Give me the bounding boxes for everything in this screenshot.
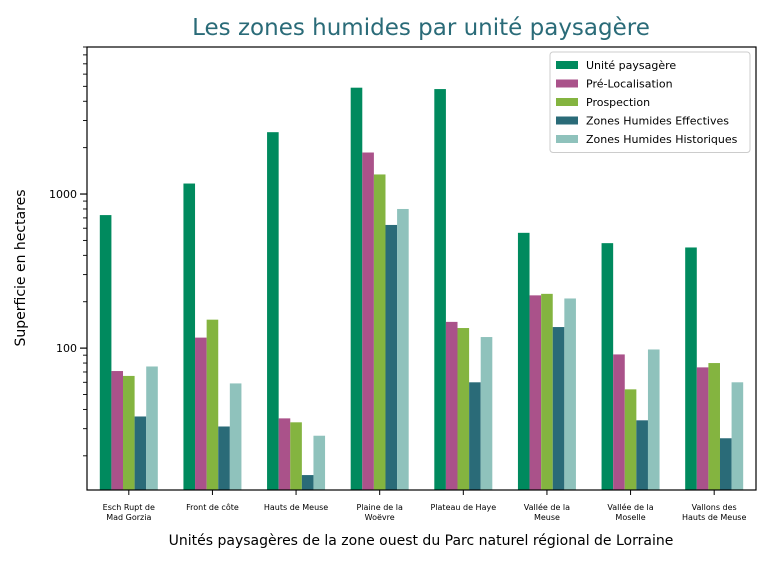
y-axis-label: Superficie en hectares [13,189,29,346]
bar-3-7 [624,389,637,490]
bar-5-4 [397,208,409,490]
bar-2-3 [278,418,291,490]
bar-3-4 [373,174,386,490]
bar-4-5 [469,382,481,490]
bar-3-2 [206,319,219,490]
bar-4-1 [134,416,147,490]
bar-2-2 [195,337,207,490]
bar-4-8 [719,438,732,490]
legend-swatch-2 [556,79,578,88]
bar-1-7 [601,243,614,490]
legend-box [549,51,751,153]
category-label-3: Hauts de Meuse [264,503,328,512]
category-label-7: Vallée de la [607,502,653,512]
legend-label-3: Prospection [586,96,650,109]
bar-4-4 [385,224,398,490]
bar-3-3 [290,422,302,490]
legend-label-4: Zones Humides Effectives [586,115,729,128]
bar-3-1 [123,375,135,490]
bar-1-2 [183,183,196,490]
category-label-4: Plaine de la [357,503,403,512]
bar-1-8 [685,247,697,490]
legend-swatch-4 [556,116,578,125]
category-label-4: Woëvre [365,513,395,522]
bar-4-2 [218,426,230,490]
legend-label-5: Zones Humides Historiques [586,133,738,146]
category-label-6: Vallée de la [524,502,570,512]
category-label-1: Mad Gorzia [106,513,151,522]
bar-3-6 [541,293,553,490]
bar-2-6 [529,295,542,490]
y-tick-label-1: 100 [56,342,77,355]
bar-2-1 [111,371,124,490]
category-label-1: Esch Rupt de [103,503,155,512]
legend: Unité paysagère Pré-Localisation Prospecti… [549,51,751,153]
bar-2-7 [613,354,625,490]
category-label-8: Vallons des [692,503,737,512]
category-label-5: Plateau de Haye [430,503,496,512]
legend-swatch-5 [556,135,578,143]
category-label-8: Hauts de Meuse [682,513,746,522]
category-label-6: Meuse [534,513,560,522]
bar-1-5 [434,89,446,490]
bar-5-8 [731,382,744,490]
chart-title: Les zones humides par unité paysagère [192,15,650,41]
legend-swatch-3 [556,98,578,106]
bar-2-4 [362,152,374,490]
plot-frame [86,46,757,491]
bar-5-5 [480,337,493,490]
bar-1-1 [99,215,112,490]
bar-1-6 [517,232,530,490]
bar-2-8 [696,367,709,490]
y-axis-ticks: 100 1000 [49,46,87,457]
bar-4-6 [552,327,565,490]
legend-label-2: Pré-Localisation [586,78,673,91]
y-tick-label-2: 1000 [49,188,77,201]
legend-label-1: Unité paysagère [586,59,676,72]
bar-4-3 [301,475,314,490]
category-label-7: Moselle [615,513,645,522]
bar-1-4 [350,87,363,490]
bar-3-5 [457,328,470,490]
x-axis-label: Unités paysagères de la zone ouest du Pa… [169,533,674,549]
bar-5-1 [146,366,158,490]
bar-1-3 [267,132,279,490]
bar-5-6 [564,298,576,490]
bars-group [99,87,744,490]
bar-2-5 [445,321,458,490]
bar-5-2 [229,383,242,490]
bar-3-8 [708,363,720,490]
legend-swatch-1 [556,61,578,69]
bar-5-3 [313,435,326,490]
bar-5-7 [647,349,660,490]
bar-4-7 [636,420,648,490]
category-label-2: Front de côte [186,502,239,512]
